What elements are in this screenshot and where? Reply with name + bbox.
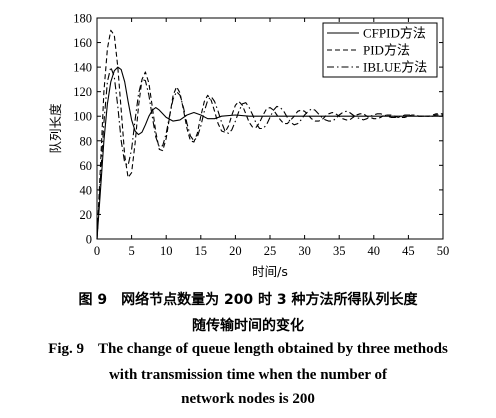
x-tick-label: 15	[195, 244, 208, 258]
caption-en-line2: with transmission time when the number o…	[0, 367, 496, 384]
legend-label-cfpid: CFPID方法	[363, 26, 426, 41]
y-tick-label: 160	[73, 36, 92, 50]
series-line-cfpid	[96, 66, 443, 240]
y-axis-title: 队列长度	[48, 103, 63, 154]
x-tick-label: 0	[94, 244, 100, 258]
x-tick-label: 10	[160, 244, 173, 258]
y-tick-label: 60	[80, 159, 93, 173]
caption-en-line1: Fig. 9 The change of queue length obtaine…	[0, 341, 496, 358]
caption-en-text-1: The change of queue length obtained by t…	[98, 341, 448, 357]
y-tick-label: 40	[80, 183, 93, 197]
x-tick-label: 5	[128, 244, 134, 258]
x-tick-label: 45	[402, 244, 415, 258]
legend-label-iblue: IBLUE方法	[363, 60, 427, 75]
x-tick-label: 50	[437, 244, 450, 258]
x-axis-title: 时间/s	[252, 264, 288, 279]
y-tick-label: 80	[80, 134, 93, 148]
series-line-iblue	[96, 66, 443, 240]
plot-axes: 0 20 40 60 80 100 120 140 160 180 0 5 10 15 20 25 30 35 40…	[73, 12, 449, 259]
legend: CFPID方法 PID方法 IBLUE方法	[322, 22, 438, 78]
x-tick-label: 35	[333, 244, 346, 258]
caption-cn-figure-number: 图 9	[78, 292, 108, 308]
legend-label-pid: PID方法	[363, 43, 410, 58]
x-tick-label: 40	[368, 244, 381, 258]
caption-cn-text-2: 随传输时间的变化	[192, 318, 304, 334]
caption-cn-text-1: 网络节点数量为 200 时 3 种方法所得队列长度	[121, 292, 418, 308]
legend-box	[322, 22, 438, 78]
y-tick-label: 100	[73, 110, 92, 124]
caption-cn-line1: 图 9 网络节点数量为 200 时 3 种方法所得队列长度	[0, 289, 496, 309]
y-tick-label: 180	[73, 12, 92, 26]
y-tick-label: 120	[73, 85, 92, 99]
y-tick-label: 0	[86, 233, 92, 247]
caption-en-figure-number: Fig. 9	[48, 341, 85, 357]
x-tick-label: 25	[264, 244, 277, 258]
series-lines	[96, 29, 443, 240]
y-tick-label: 140	[73, 61, 92, 75]
x-tick-label: 30	[298, 244, 311, 258]
caption-en-text-3: network nodes is 200	[181, 391, 315, 407]
caption-cn-line2: 随传输时间的变化	[0, 315, 496, 335]
y-tick-label: 20	[80, 208, 93, 222]
queue-length-chart: 0 20 40 60 80 100 120 140 160 180 0 5 10 15 20 25 30 35 40…	[48, 12, 449, 280]
series-line-pid	[96, 29, 443, 240]
x-tick-label: 20	[229, 244, 242, 258]
caption-en-text-2: with transmission time when the number o…	[108, 367, 388, 383]
caption-en-line3: network nodes is 200	[0, 391, 496, 408]
